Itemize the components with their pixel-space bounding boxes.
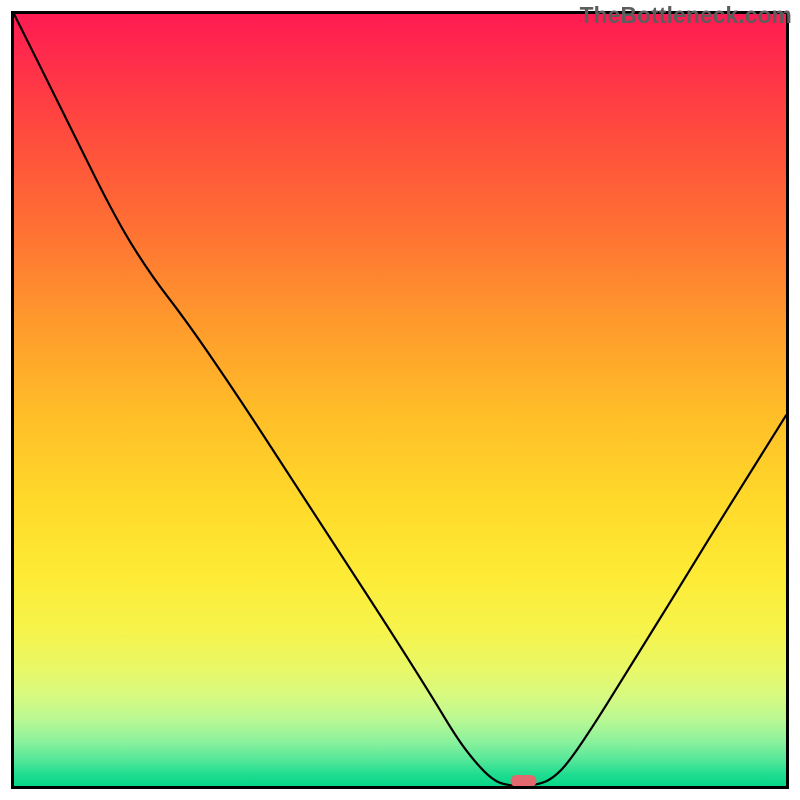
bottleneck-chart: TheBottleneck.com [0,0,800,800]
gradient-background [14,14,786,786]
watermark-text: TheBottleneck.com [580,2,792,29]
optimal-marker [511,775,537,787]
chart-canvas [0,0,800,800]
